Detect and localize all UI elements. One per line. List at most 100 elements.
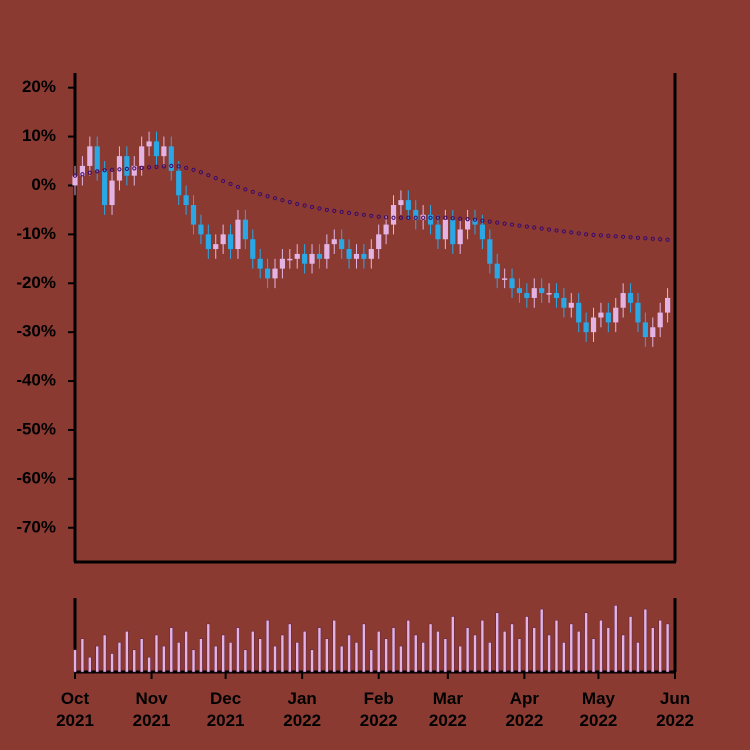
moving-average-point <box>650 236 655 241</box>
moving-average-point <box>102 168 107 173</box>
volume-bar <box>162 645 166 673</box>
volume-bar <box>176 642 181 673</box>
volume-bar <box>258 638 262 673</box>
volume-bar <box>332 619 336 673</box>
volume-bar <box>102 634 107 673</box>
moving-average-point <box>206 173 211 178</box>
moving-average-point <box>398 215 404 220</box>
moving-average-point <box>72 173 78 178</box>
candle-body <box>561 297 567 308</box>
candle-body <box>502 278 508 280</box>
candle-body <box>309 253 315 264</box>
moving-average-point <box>265 194 270 199</box>
candle-body <box>465 219 471 230</box>
candle-body <box>383 224 389 235</box>
moving-average-point <box>435 215 441 220</box>
volume-bar <box>95 645 99 673</box>
moving-average-point <box>117 167 122 172</box>
moving-average-point <box>146 165 152 170</box>
volume-bar <box>280 634 285 673</box>
moving-average-point <box>561 229 566 234</box>
candle-body <box>524 293 530 298</box>
volume-bar <box>576 631 581 673</box>
candle-body <box>613 307 619 323</box>
volume-bar <box>495 612 499 673</box>
candle-body <box>620 293 626 308</box>
volume-bar <box>125 631 129 673</box>
moving-average-point <box>465 217 470 222</box>
volume-bar <box>443 638 448 673</box>
moving-average-point <box>346 210 352 215</box>
moving-average-point <box>309 204 315 210</box>
volume-bar <box>621 634 625 673</box>
volume-bar <box>228 642 233 673</box>
candle-body <box>450 219 456 245</box>
x-tick-label: Dec 2021 <box>206 689 245 730</box>
candle-body <box>650 327 656 338</box>
y-tick-label: -20% <box>16 273 56 292</box>
volume-bar <box>428 623 433 673</box>
candle-body <box>79 165 85 176</box>
volume-bar <box>525 616 529 673</box>
volume-bar <box>117 642 122 673</box>
candle-body <box>279 258 285 269</box>
candle-body <box>353 253 360 259</box>
moving-average-point <box>198 170 204 175</box>
volume-bar <box>251 631 255 673</box>
moving-average-point <box>221 178 226 184</box>
candle-body <box>553 293 560 298</box>
volume-bar <box>628 616 633 673</box>
volume-bar <box>473 634 477 673</box>
moving-average-point <box>532 225 537 230</box>
moving-average-point <box>324 207 329 213</box>
candle-body <box>131 165 137 176</box>
moving-average-point <box>361 212 366 217</box>
candle-body <box>368 249 374 259</box>
volume-bar <box>265 619 270 673</box>
volume-bar <box>295 642 299 673</box>
volume-bar <box>110 653 114 673</box>
candle-body <box>479 224 485 240</box>
moving-average-point <box>421 215 426 220</box>
candle-body <box>487 239 493 264</box>
moving-average-point <box>539 226 544 231</box>
candle-body <box>413 209 419 220</box>
volume-bar <box>369 649 374 673</box>
moving-average-point <box>584 232 589 237</box>
volume-bar <box>310 649 314 673</box>
y-tick-label: -40% <box>16 371 56 390</box>
candle-body <box>390 205 397 225</box>
volume-bar <box>88 656 92 673</box>
moving-average-point <box>124 166 129 171</box>
volume-bar <box>606 627 611 673</box>
candle-body <box>457 229 463 245</box>
moving-average-point <box>621 234 626 239</box>
moving-average-point <box>384 215 389 220</box>
candle-body <box>161 146 167 157</box>
volume-bar <box>465 627 470 673</box>
volume-bar <box>488 642 492 673</box>
y-tick-label: -60% <box>16 468 56 487</box>
candle-body <box>205 234 211 250</box>
moving-average-point <box>280 198 285 203</box>
candle-body <box>346 249 352 259</box>
volume-bar <box>339 645 344 673</box>
candle-body <box>516 288 523 294</box>
moving-average-point <box>87 170 92 175</box>
candle-body <box>72 175 78 186</box>
moving-average-point <box>591 232 596 237</box>
moving-average-point <box>643 236 648 241</box>
moving-average-point <box>176 164 181 169</box>
x-tick-label: Oct 2021 <box>56 689 94 730</box>
volume-bar <box>347 634 351 673</box>
candle-body <box>183 195 189 206</box>
candle-body <box>539 288 545 294</box>
volume-bar <box>317 627 322 673</box>
moving-average-point <box>258 192 263 197</box>
moving-average-point <box>369 213 374 218</box>
candle-body <box>190 205 197 225</box>
moving-average-point <box>272 196 278 201</box>
candle-body <box>168 146 174 171</box>
moving-average-point <box>665 237 670 242</box>
